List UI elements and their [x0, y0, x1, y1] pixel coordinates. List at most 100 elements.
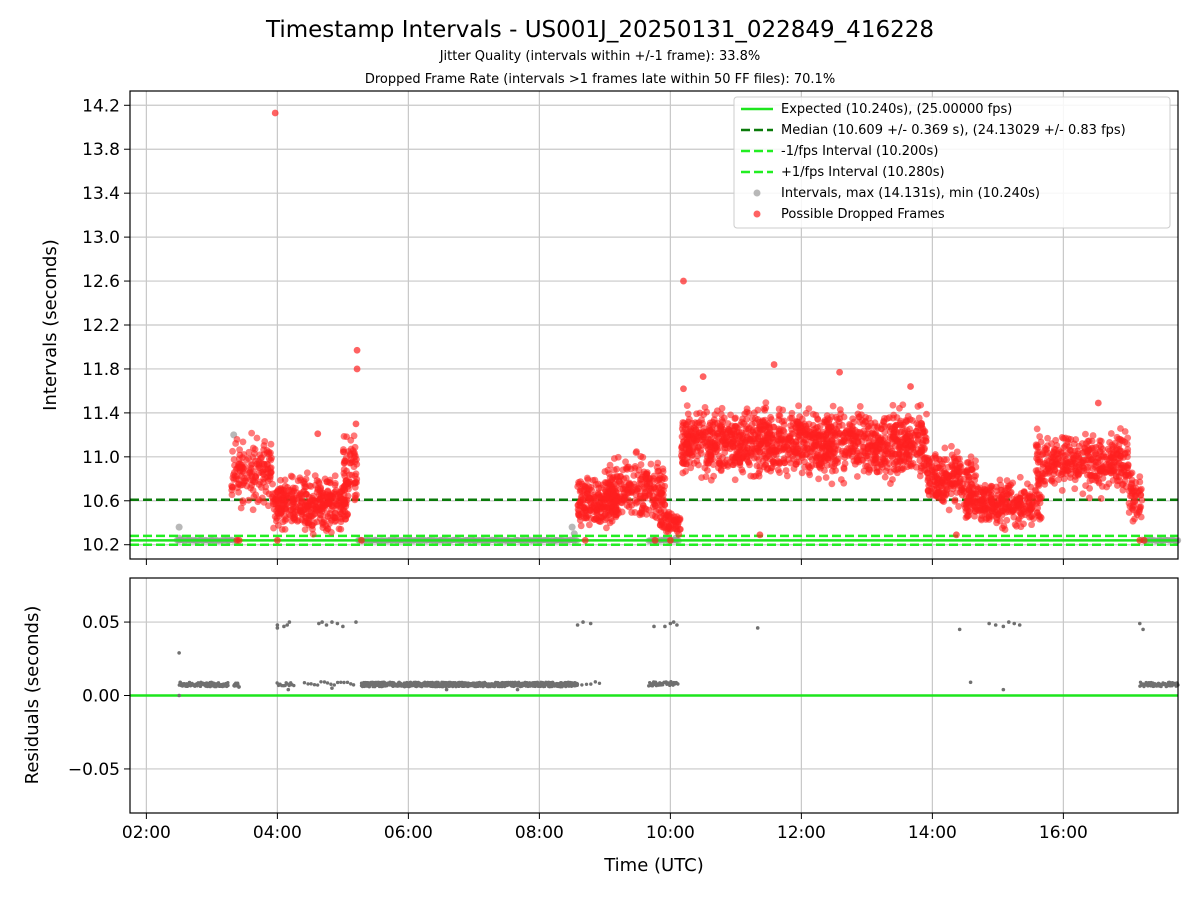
dropped-frame-point: [748, 415, 756, 422]
dropped-frame-point: [588, 486, 596, 494]
dropped-frame-point: [585, 521, 593, 529]
dropped-frame-point: [617, 473, 624, 481]
dropped-frame-point: [318, 507, 326, 515]
residual-point: [198, 684, 203, 689]
dropped-frame-point: [786, 414, 794, 422]
dropped-frame-point: [344, 492, 352, 500]
residual-point: [226, 681, 230, 685]
dropped-frame-point: [265, 450, 273, 458]
dropped-frame-point: [651, 536, 659, 544]
legend-label-median: Median (10.609 +/- 0.369 s), (24.13029 +…: [781, 123, 1126, 138]
dropped-frame-point: [253, 434, 261, 442]
dropped-frame-point: [583, 474, 591, 482]
dropped-frame-point: [1086, 477, 1094, 485]
dropped-frame-point: [675, 531, 683, 538]
dropped-frame-point: [755, 440, 763, 448]
dropped-frame-point: [693, 419, 701, 427]
residual-point: [302, 681, 307, 685]
dropped-frame-point: [956, 488, 964, 496]
dropped-frame-point: [654, 459, 662, 467]
dropped-frame-point: [1048, 440, 1055, 447]
dropped-frame-point: [914, 431, 922, 439]
dropped-frame-point: [595, 484, 603, 492]
dropped-frame-point: [308, 494, 316, 502]
dropped-frame-point: [909, 417, 916, 424]
residual-point: [282, 624, 286, 629]
dropped-frame-point: [949, 472, 956, 480]
dropped-frame-point: [914, 437, 922, 445]
dropped-frame-point: [343, 433, 350, 441]
dropped-frame-point: [1097, 437, 1105, 445]
dropped-frame-point: [251, 450, 258, 457]
dropped-frame-point: [762, 440, 770, 448]
dropped-frame-point: [735, 444, 742, 452]
dropped-frame-point: [1051, 466, 1059, 474]
dropped-frame-point: [731, 476, 739, 484]
dropped-frame-point: [1021, 493, 1029, 501]
residual-point: [322, 680, 327, 684]
dropped-frame-point: [886, 422, 894, 430]
dropped-frame-point: [707, 476, 715, 484]
dropped-frame-point: [1133, 511, 1141, 519]
legend-swatch-intervals: [753, 189, 761, 197]
dropped-frame-point: [301, 480, 309, 488]
dropped-frame-point: [907, 383, 914, 390]
dropped-frame-point: [801, 430, 808, 438]
dropped-frame-point: [763, 421, 771, 429]
dropped-frame-point: [623, 502, 631, 509]
dropped-frame-point: [836, 368, 843, 376]
residual-point: [237, 685, 241, 689]
dropped-frame-point: [621, 495, 628, 503]
dropped-frame-point: [715, 459, 723, 467]
dropped-frame-point: [1024, 480, 1031, 488]
dropped-frame-point: [1039, 451, 1046, 459]
dropped-frame-point: [744, 458, 752, 466]
dropped-frame-point: [906, 425, 914, 433]
dropped-frame-point: [340, 446, 347, 453]
dropped-frame-point: [934, 475, 942, 483]
dropped-frame-point: [658, 489, 666, 497]
dropped-frame-point: [725, 426, 733, 434]
dropped-frame-point: [679, 469, 687, 477]
dropped-frame-point: [1060, 444, 1068, 452]
intervals-y-tick-label: 12.6: [82, 272, 120, 292]
dropped-frame-point: [655, 467, 663, 475]
dropped-frame-point: [964, 512, 971, 519]
dropped-frame-point: [307, 483, 315, 490]
residual-point: [332, 683, 336, 687]
dropped-frame-point: [353, 346, 361, 354]
dropped-frame-point: [858, 417, 866, 424]
dropped-frame-point: [639, 501, 647, 508]
dropped-frame-point: [587, 501, 595, 508]
dropped-frame-point: [1030, 515, 1037, 523]
dropped-frame-point: [680, 385, 687, 393]
residual-point: [755, 626, 760, 630]
dropped-frame-point: [351, 443, 359, 451]
dropped-frame-point: [1097, 495, 1105, 502]
dropped-frame-point: [666, 536, 674, 544]
dropped-frame-point: [1086, 484, 1094, 492]
x-tick-label: 08:00: [515, 823, 564, 843]
dropped-frame-point: [729, 443, 737, 451]
residual-point: [1006, 620, 1011, 624]
dropped-frame-point: [964, 506, 971, 514]
dropped-frame-point: [755, 472, 763, 480]
dropped-frame-point: [353, 479, 360, 486]
chart-subtitle-dropped: Dropped Frame Rate (intervals >1 frames …: [365, 72, 835, 87]
dropped-frame-point: [952, 480, 960, 488]
dropped-frame-point: [980, 490, 988, 498]
dropped-frame-point: [985, 516, 993, 523]
dropped-frame-point: [239, 497, 247, 505]
dropped-frame-point: [1085, 494, 1093, 502]
dropped-frame-point: [748, 427, 756, 435]
dropped-frame-point: [267, 469, 275, 477]
dropped-frame-point: [974, 490, 981, 498]
dropped-frame-point: [1118, 437, 1126, 444]
dropped-frame-point: [652, 507, 660, 515]
residual-point: [444, 687, 449, 692]
dropped-frame-point: [747, 472, 755, 480]
residuals-y-axis-label: Residuals (seconds): [22, 606, 43, 785]
dropped-frame-point: [1050, 453, 1057, 461]
dropped-frame-point: [248, 429, 256, 437]
dropped-frame-point: [313, 518, 321, 526]
